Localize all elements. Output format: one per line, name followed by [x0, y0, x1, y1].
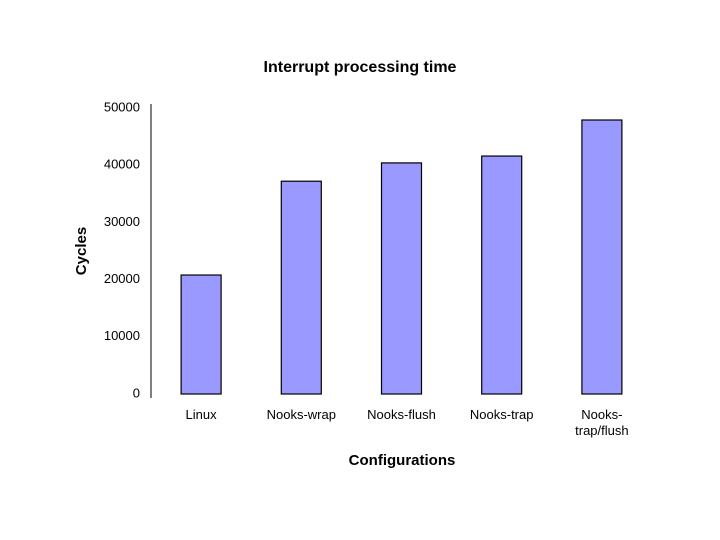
- x-axis-title: Configurations: [349, 452, 456, 469]
- x-tick-label: Nooks- trap/flush: [575, 407, 629, 438]
- y-tick-label: 10000: [104, 328, 140, 343]
- x-tick-label: Nooks-flush: [367, 407, 436, 422]
- y-tick-label: 0: [133, 385, 140, 400]
- x-tick-label: Nooks-trap: [469, 407, 534, 422]
- bar: [380, 162, 423, 395]
- chart-title: Interrupt processing time: [264, 59, 457, 76]
- y-tick-label: 50000: [104, 99, 140, 114]
- y-tick-label: 20000: [104, 271, 140, 286]
- y-tick-label: 40000: [104, 157, 140, 172]
- bar: [581, 119, 623, 395]
- bar: [280, 180, 322, 395]
- x-tick-label: Nooks-wrap: [266, 407, 336, 422]
- y-axis-title: Cycles: [73, 227, 90, 275]
- y-tick-label: 30000: [104, 214, 140, 229]
- bar: [481, 155, 523, 395]
- x-tick-label: Linux: [185, 407, 217, 422]
- bar: [180, 274, 222, 395]
